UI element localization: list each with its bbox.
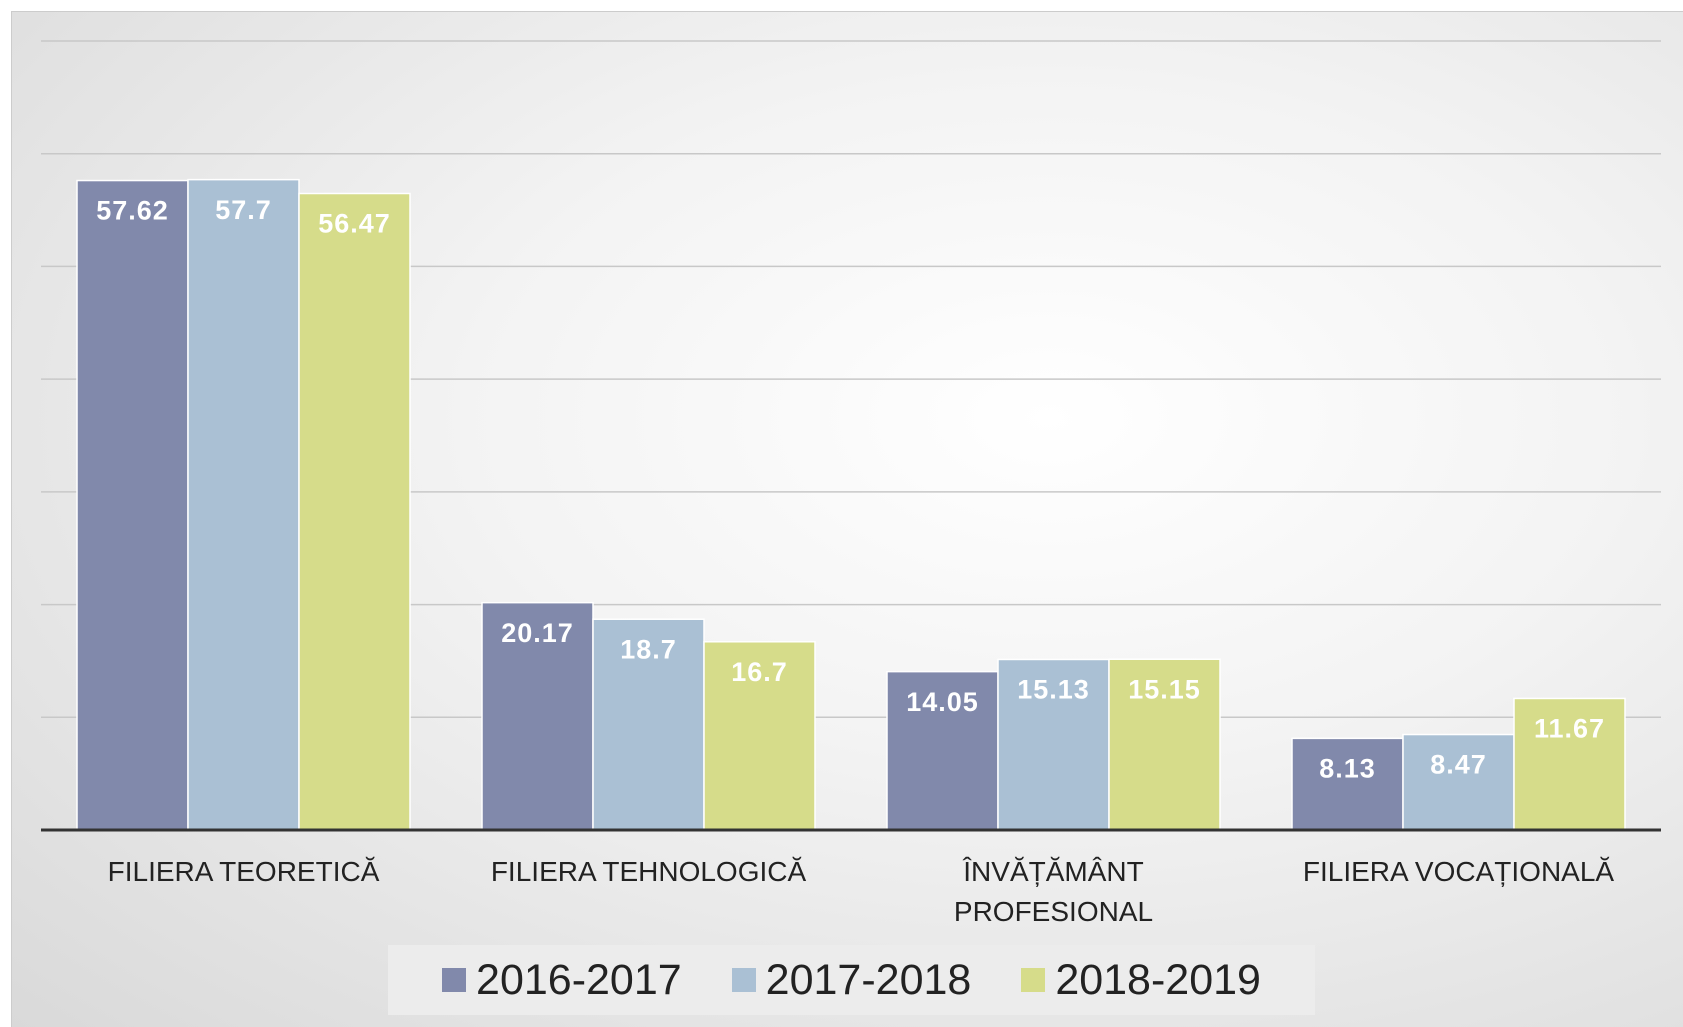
data-label: 15.15 xyxy=(1128,674,1201,704)
data-label: 20.17 xyxy=(501,618,574,648)
legend-item: 2016-2017 xyxy=(442,956,682,1005)
x-tick-label: ÎNVĂȚĂMÂNT PROFESIONAL xyxy=(953,856,1154,927)
bar xyxy=(1291,737,1404,831)
legend: 2016-2017 2017-2018 2018-2019 xyxy=(388,945,1315,1015)
bar xyxy=(703,641,816,831)
bar xyxy=(76,179,189,831)
bar xyxy=(997,658,1110,831)
legend-label: 2017-2018 xyxy=(765,955,972,1004)
x-tick-label: FILIERA TEHNOLOGICĂ xyxy=(490,856,807,887)
legend-item: 2018-2019 xyxy=(1021,956,1261,1005)
bar xyxy=(1513,697,1626,831)
legend-swatch xyxy=(442,968,467,992)
data-label: 57.62 xyxy=(96,196,169,226)
bar xyxy=(298,192,411,831)
data-label: 14.05 xyxy=(906,687,979,717)
legend-label: 2016-2017 xyxy=(476,955,682,1004)
data-label: 57.7 xyxy=(215,195,272,225)
x-tick-label: FILIERA TEORETICĂ xyxy=(107,856,380,887)
x-tick-label: FILIERA VOCAȚIONALĂ xyxy=(1302,856,1615,887)
bar xyxy=(592,618,705,831)
bar xyxy=(886,670,999,831)
legend-label: 2018-2019 xyxy=(1055,955,1261,1004)
legend-swatch xyxy=(1021,968,1046,992)
data-label: 16.7 xyxy=(731,657,788,687)
data-label: 15.13 xyxy=(1017,675,1090,705)
data-label: 8.13 xyxy=(1319,753,1376,783)
legend-item: 2017-2018 xyxy=(731,955,972,1005)
data-label: 11.67 xyxy=(1534,714,1605,744)
data-label: 8.47 xyxy=(1430,750,1487,780)
legend-swatch xyxy=(731,968,756,992)
bar xyxy=(1402,733,1515,831)
data-label: 18.7 xyxy=(620,634,677,664)
bar xyxy=(187,178,300,831)
data-label: 56.47 xyxy=(318,209,391,239)
